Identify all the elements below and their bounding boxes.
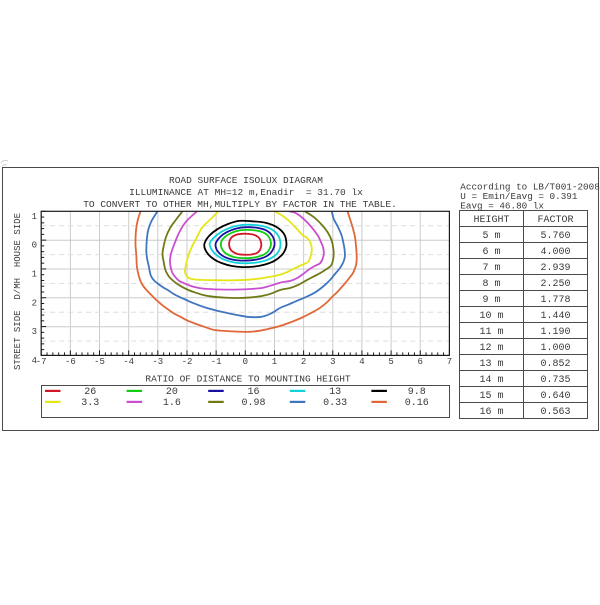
- svg-text:10 m: 10 m: [479, 311, 503, 322]
- svg-text:16 m: 16 m: [479, 407, 503, 418]
- svg-text:0.98: 0.98: [241, 398, 265, 409]
- svg-text:6 m: 6 m: [482, 247, 500, 258]
- svg-text:U = Emin/Eavg = 0.391: U = Emin/Eavg = 0.391: [460, 191, 578, 202]
- svg-text:0.852: 0.852: [540, 359, 570, 370]
- svg-text:2: 2: [301, 357, 306, 367]
- svg-text:2.939: 2.939: [540, 263, 570, 274]
- svg-text:16: 16: [247, 387, 259, 398]
- svg-text:11 m: 11 m: [479, 327, 503, 338]
- svg-text:3.3: 3.3: [81, 398, 99, 409]
- svg-text:2: 2: [32, 298, 37, 308]
- svg-text:0: 0: [243, 357, 248, 367]
- svg-text:5: 5: [388, 357, 393, 367]
- svg-text:26: 26: [84, 387, 96, 398]
- svg-text:-7: -7: [36, 357, 47, 367]
- svg-text:-1: -1: [211, 357, 222, 367]
- svg-text:15 m: 15 m: [479, 391, 503, 402]
- svg-text:7: 7: [447, 357, 452, 367]
- svg-text:5 m: 5 m: [482, 231, 500, 242]
- svg-text:-5: -5: [94, 357, 105, 367]
- svg-text:1.440: 1.440: [540, 311, 570, 322]
- svg-text:1: 1: [272, 357, 277, 367]
- svg-text:1: 1: [32, 270, 37, 280]
- svg-text:3: 3: [32, 327, 37, 337]
- svg-text:-3: -3: [152, 357, 163, 367]
- svg-text:FACTOR: FACTOR: [537, 215, 573, 226]
- svg-text:TO CONVERT TO OTHER MH,MULTIPL: TO CONVERT TO OTHER MH,MULTIPLY BY FACTO…: [83, 199, 397, 210]
- svg-text:0.563: 0.563: [540, 407, 570, 418]
- svg-text:14 m: 14 m: [479, 375, 503, 386]
- svg-text:9.8: 9.8: [408, 387, 426, 398]
- svg-text:-6: -6: [65, 357, 76, 367]
- svg-text:1: 1: [32, 212, 37, 222]
- svg-text:-4: -4: [123, 357, 134, 367]
- svg-text:3: 3: [330, 357, 335, 367]
- svg-text:1.6: 1.6: [163, 398, 181, 409]
- svg-text:6: 6: [417, 357, 422, 367]
- svg-text:According to LB/T001-2008:: According to LB/T001-2008:: [460, 181, 600, 192]
- svg-text:0.640: 0.640: [540, 391, 570, 402]
- svg-text:1.000: 1.000: [540, 343, 570, 354]
- svg-text:0.735: 0.735: [540, 375, 570, 386]
- svg-text:ROAD SURFACE ISOLUX DIAGRAM: ROAD SURFACE ISOLUX DIAGRAM: [169, 175, 323, 186]
- svg-text:1.778: 1.778: [540, 295, 570, 306]
- svg-text:4: 4: [32, 356, 37, 366]
- svg-text:8 m: 8 m: [482, 279, 500, 290]
- svg-text:9 m: 9 m: [482, 295, 500, 306]
- svg-text:4: 4: [359, 357, 364, 367]
- svg-text:4.000: 4.000: [540, 247, 570, 258]
- svg-text:-2: -2: [182, 357, 193, 367]
- svg-text:13: 13: [329, 387, 341, 398]
- svg-text:STREET SIDE D/MH HOUSE SIDE: STREET SIDE D/MH HOUSE SIDE: [13, 213, 23, 370]
- svg-text:RATIO OF DISTANCE TO MOUNTING: RATIO OF DISTANCE TO MOUNTING HEIGHT: [145, 373, 351, 384]
- svg-text:0: 0: [32, 241, 37, 251]
- svg-text:13 m: 13 m: [479, 359, 503, 370]
- svg-text:ILLUMINANCE AT MH=12 m,Enadir: ILLUMINANCE AT MH=12 m,Enadir = 31.70 lx: [129, 187, 363, 198]
- svg-text:20: 20: [166, 387, 178, 398]
- svg-text:12 m: 12 m: [479, 343, 503, 354]
- svg-text:7 m: 7 m: [482, 263, 500, 274]
- svg-text:2.250: 2.250: [540, 279, 570, 290]
- svg-text:1.190: 1.190: [540, 327, 570, 338]
- svg-text:Eavg = 46.80 lx: Eavg = 46.80 lx: [460, 201, 544, 212]
- svg-text:0.16: 0.16: [405, 398, 429, 409]
- svg-text:HEIGHT: HEIGHT: [473, 215, 509, 226]
- svg-text:0.33: 0.33: [323, 398, 347, 409]
- svg-text:5.760: 5.760: [540, 231, 570, 242]
